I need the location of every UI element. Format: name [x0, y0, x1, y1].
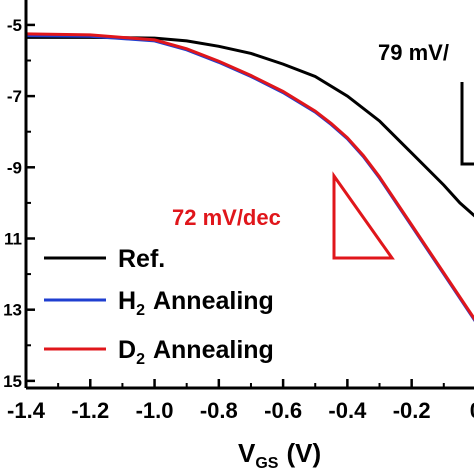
x-tick-label: -1.0 [136, 398, 174, 423]
legend-label: D2 Annealing [118, 336, 274, 368]
legend: Ref. H2 Annealing D2 Annealing [44, 245, 274, 368]
series-layer [26, 32, 474, 322]
y-tick-label: 11 [4, 229, 22, 248]
legend-label: H2 Annealing [118, 287, 274, 319]
series-line-d2-annealing [26, 32, 474, 321]
annotation-79-mv: 79 mV/ [378, 40, 449, 65]
x-tick-label: -0.8 [200, 398, 238, 423]
slope-triangle-red [332, 171, 395, 260]
x-tick-label: -0.4 [328, 398, 367, 423]
y-tick-label: -9 [7, 158, 22, 177]
y-tick-label: -5 [7, 16, 22, 35]
y-tick-label: 15 [3, 372, 22, 391]
slope-triangles [332, 82, 474, 260]
x-tick-label: -1.4 [7, 398, 46, 423]
slope-triangle-black [460, 82, 474, 166]
annotation-72-mv-dec: 72 mV/dec [172, 205, 281, 230]
x-tick-label: 0 [470, 398, 474, 423]
legend-label: Ref. [118, 245, 165, 273]
y-tick-label: 13 [3, 301, 22, 320]
x-tick-label: -1.2 [71, 398, 109, 423]
series-line-ref [26, 35, 474, 218]
ticks: -1.4 -1.2 -1.0 -0.8 -0.6 -0.4 -0.2 0 -5 -7 -9 11 13 1… [3, 16, 474, 423]
x-tick-label: -0.6 [264, 398, 302, 423]
x-tick-label: -0.2 [393, 398, 431, 423]
y-tick-label: -7 [7, 87, 22, 106]
x-axis-label: VGS (V) [238, 438, 321, 472]
